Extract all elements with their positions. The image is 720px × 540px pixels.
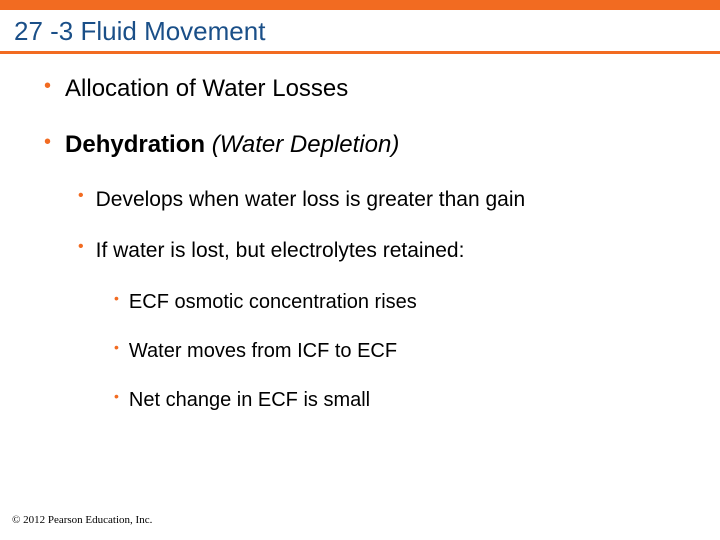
title-area: 27 -3 Fluid Movement [0,10,720,51]
bullet-text-bold: Dehydration [65,131,205,158]
content-area: • Allocation of Water Losses • Dehydrati… [0,54,720,414]
slide-title: 27 -3 Fluid Movement [14,16,706,47]
bullet-level1: • Dehydration (Water Depletion) [44,130,700,160]
bullet-dot-icon: • [114,338,119,357]
bullet-level3: • ECF osmotic concentration rises [114,289,700,316]
bullet-level3: • Water moves from ICF to ECF [114,338,700,365]
bullet-dot-icon: • [78,237,84,258]
slide: 27 -3 Fluid Movement • Allocation of Wat… [0,0,720,540]
top-accent-bar [0,0,720,10]
bullet-dot-icon: • [114,387,119,406]
bullet-text: Water moves from ICF to ECF [129,338,397,365]
bullet-text: Develops when water loss is greater than… [96,186,526,213]
bullet-text: Allocation of Water Losses [65,74,348,104]
bullet-level2: • Develops when water loss is greater th… [78,186,700,213]
bullet-text: Net change in ECF is small [129,387,370,414]
bullet-dot-icon: • [44,74,51,98]
bullet-level3: • Net change in ECF is small [114,387,700,414]
bullet-text: ECF osmotic concentration rises [129,289,417,316]
bullet-text: If water is lost, but electrolytes retai… [96,237,465,264]
bullet-level1: • Allocation of Water Losses [44,74,700,104]
bullet-dot-icon: • [78,186,84,207]
bullet-dot-icon: • [44,130,51,154]
bullet-text-italic: (Water Depletion) [205,131,399,158]
copyright-footer: © 2012 Pearson Education, Inc. [12,514,152,526]
bullet-text: Dehydration (Water Depletion) [65,130,399,160]
bullet-level2: • If water is lost, but electrolytes ret… [78,237,700,264]
bullet-dot-icon: • [114,289,119,308]
